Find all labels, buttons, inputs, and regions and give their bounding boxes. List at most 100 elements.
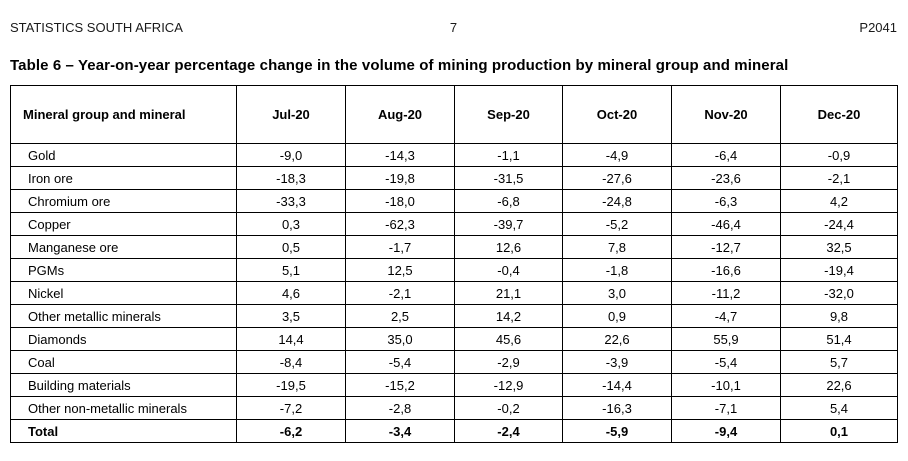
row-label-cell: Total [10,419,237,443]
value-cell: -1,7 [345,235,455,259]
value-cell: -27,6 [562,166,672,190]
table-body: Gold -9,0 -14,3 -1,1 -4,9 -6,4 -0,9 Iron… [10,143,898,443]
value-cell: -16,6 [671,258,781,282]
value-cell: 12,5 [345,258,455,282]
table-row: Building materials -19,5 -15,2 -12,9 -14… [10,373,898,397]
column-header-sep-20: Sep-20 [454,85,563,144]
row-label-cell: Building materials [10,373,237,397]
value-cell: 7,8 [562,235,672,259]
table-row: Manganese ore 0,5 -1,7 12,6 7,8 -12,7 32… [10,235,898,259]
value-cell: -12,9 [454,373,563,397]
value-cell: -18,0 [345,189,455,213]
value-cell: 4,2 [780,189,898,213]
table-row: Total -6,2 -3,4 -2,4 -5,9 -9,4 0,1 [10,419,898,443]
row-label-cell: Iron ore [10,166,237,190]
value-cell: 51,4 [780,327,898,351]
row-label-cell: Manganese ore [10,235,237,259]
row-label-cell: Diamonds [10,327,237,351]
table-row: Nickel 4,6 -2,1 21,1 3,0 -11,2 -32,0 [10,281,898,305]
row-label-cell: Copper [10,212,237,236]
value-cell: -7,2 [236,396,346,420]
value-cell: -5,9 [562,419,672,443]
row-label-cell: Other metallic minerals [10,304,237,328]
value-cell: 45,6 [454,327,563,351]
value-cell: 14,4 [236,327,346,351]
row-label-cell: Other non-metallic minerals [10,396,237,420]
table-title: Table 6 – Year-on-year percentage change… [10,57,789,74]
table-row: Coal -8,4 -5,4 -2,9 -3,9 -5,4 5,7 [10,350,898,374]
value-cell: -1,8 [562,258,672,282]
table-row: Iron ore -18,3 -19,8 -31,5 -27,6 -23,6 -… [10,166,898,190]
value-cell: -5,2 [562,212,672,236]
value-cell: -7,1 [671,396,781,420]
publication-code: P2041 [859,20,897,35]
table-row: Gold -9,0 -14,3 -1,1 -4,9 -6,4 -0,9 [10,143,898,167]
value-cell: 21,1 [454,281,563,305]
value-cell: 0,9 [562,304,672,328]
value-cell: -15,2 [345,373,455,397]
value-cell: -2,1 [780,166,898,190]
header-row: Mineral group and mineral Jul-20 Aug-20 … [10,85,898,144]
table-row: Chromium ore -33,3 -18,0 -6,8 -24,8 -6,3… [10,189,898,213]
value-cell: -2,8 [345,396,455,420]
row-label-cell: Nickel [10,281,237,305]
row-label-cell: Coal [10,350,237,374]
value-cell: -9,4 [671,419,781,443]
value-cell: -62,3 [345,212,455,236]
value-cell: -19,5 [236,373,346,397]
value-cell: 4,6 [236,281,346,305]
row-label-cell: Chromium ore [10,189,237,213]
value-cell: -6,4 [671,143,781,167]
page-number: 7 [449,20,458,35]
value-cell: 0,5 [236,235,346,259]
value-cell: -46,4 [671,212,781,236]
value-cell: -2,4 [454,419,563,443]
value-cell: 22,6 [780,373,898,397]
value-cell: -3,4 [345,419,455,443]
table-row: Other metallic minerals 3,5 2,5 14,2 0,9… [10,304,898,328]
value-cell: 5,7 [780,350,898,374]
table-header: Mineral group and mineral Jul-20 Aug-20 … [10,85,898,144]
value-cell: -2,1 [345,281,455,305]
value-cell: -16,3 [562,396,672,420]
value-cell: -14,4 [562,373,672,397]
value-cell: 2,5 [345,304,455,328]
mining-production-table: Mineral group and mineral Jul-20 Aug-20 … [10,85,898,443]
value-cell: -8,4 [236,350,346,374]
value-cell: -6,3 [671,189,781,213]
page-header: 7 STATISTICS SOUTH AFRICA P2041 [10,20,897,35]
value-cell: -11,2 [671,281,781,305]
value-cell: -31,5 [454,166,563,190]
value-cell: -19,8 [345,166,455,190]
row-label-cell: PGMs [10,258,237,282]
table-row: Other non-metallic minerals -7,2 -2,8 -0… [10,396,898,420]
table-row: PGMs 5,1 12,5 -0,4 -1,8 -16,6 -19,4 [10,258,898,282]
column-header-nov-20: Nov-20 [671,85,781,144]
value-cell: 12,6 [454,235,563,259]
column-header-jul-20: Jul-20 [236,85,346,144]
value-cell: -24,4 [780,212,898,236]
value-cell: 3,5 [236,304,346,328]
value-cell: -4,7 [671,304,781,328]
value-cell: -9,0 [236,143,346,167]
value-cell: -3,9 [562,350,672,374]
value-cell: -39,7 [454,212,563,236]
table-row: Diamonds 14,4 35,0 45,6 22,6 55,9 51,4 [10,327,898,351]
value-cell: 3,0 [562,281,672,305]
value-cell: -5,4 [345,350,455,374]
column-header-oct-20: Oct-20 [562,85,672,144]
value-cell: -1,1 [454,143,563,167]
column-header-dec-20: Dec-20 [780,85,898,144]
value-cell: -10,1 [671,373,781,397]
value-cell: -19,4 [780,258,898,282]
value-cell: -6,8 [454,189,563,213]
value-cell: -12,7 [671,235,781,259]
value-cell: -18,3 [236,166,346,190]
row-label-cell: Gold [10,143,237,167]
table-row: Copper 0,3 -62,3 -39,7 -5,2 -46,4 -24,4 [10,212,898,236]
value-cell: 9,8 [780,304,898,328]
value-cell: -23,6 [671,166,781,190]
value-cell: 0,1 [780,419,898,443]
value-cell: 55,9 [671,327,781,351]
